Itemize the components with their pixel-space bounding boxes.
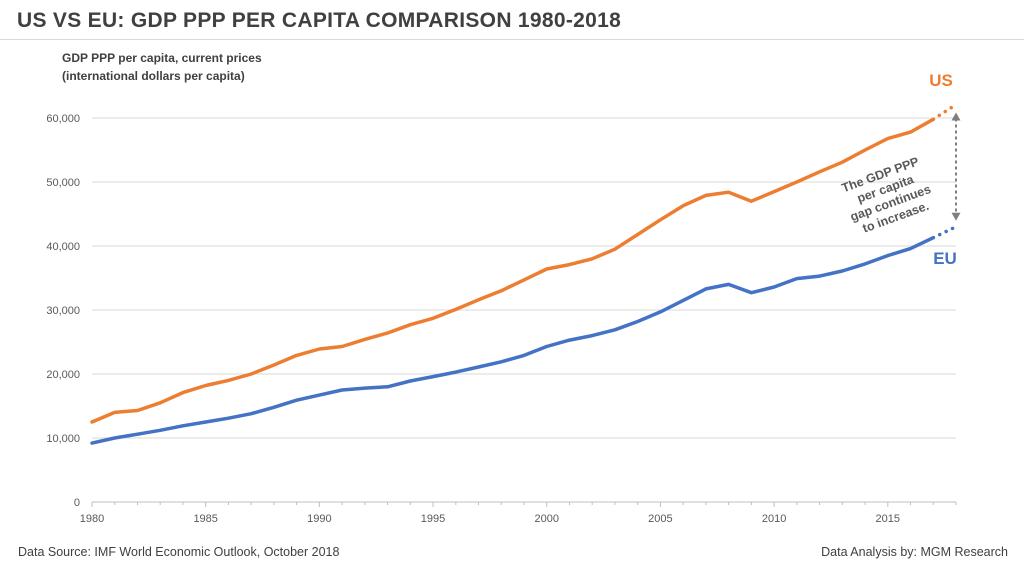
series-label-us: US (929, 71, 953, 90)
x-tick-label: 1985 (193, 513, 217, 525)
series-projection-us (931, 102, 958, 122)
y-axis-label-line-1: GDP PPP per capita, current prices (62, 51, 262, 65)
x-tick-label: 2000 (534, 513, 558, 525)
title-divider (0, 39, 1024, 40)
y-tick-label: 10,000 (46, 433, 80, 445)
data-analysis-footer: Data Analysis by: MGM Research (821, 545, 1008, 559)
data-source-footer: Data Source: IMF World Economic Outlook,… (18, 545, 340, 559)
gap-arrow-head-top (951, 112, 961, 121)
y-tick-label: 30,000 (46, 305, 80, 317)
line-chart: 0 10,000 20,000 30,000 40,000 50,000 60,000 198… (46, 71, 961, 525)
x-tick-label: 1980 (80, 513, 104, 525)
gap-arrow-head-bottom (951, 212, 961, 221)
x-tick-label: 2010 (762, 513, 786, 525)
series-line-us (90, 117, 936, 424)
series-projection-eu (931, 225, 958, 240)
x-tick-label: 2015 (876, 513, 900, 525)
series-label-eu: EU (933, 249, 957, 268)
series-line-eu (90, 235, 936, 445)
y-tick-label: 60,000 (46, 113, 80, 125)
x-tick-label: 1990 (307, 513, 331, 525)
x-tick-label: 1995 (421, 513, 445, 525)
y-tick-label: 40,000 (46, 241, 80, 253)
y-tick-label: 0 (74, 497, 80, 509)
y-axis-label: GDP PPP per capita, current prices (inte… (62, 49, 262, 85)
x-tick-label: 2005 (648, 513, 672, 525)
chart-title: US VS EU: GDP PPP PER CAPITA COMPARISON … (17, 9, 622, 32)
y-axis-label-line-2: (international dollars per capita) (62, 69, 245, 83)
y-tick-label: 50,000 (46, 177, 80, 189)
y-tick-label: 20,000 (46, 369, 80, 381)
